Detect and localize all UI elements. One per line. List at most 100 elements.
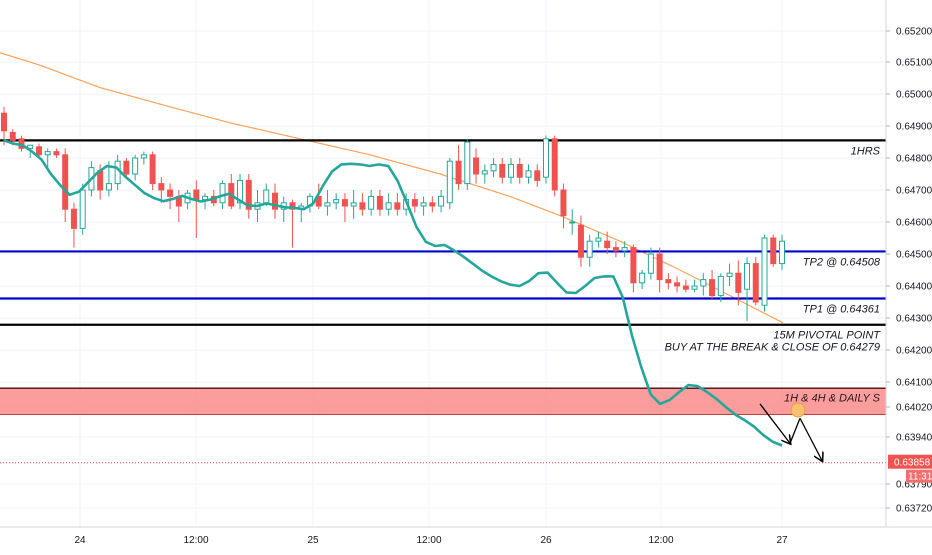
candle-body (446, 160, 453, 204)
candle-body (779, 240, 785, 265)
projection-arrow (759, 403, 790, 443)
x-tick-label: 12:00 (183, 535, 208, 546)
candle-body (315, 195, 322, 207)
candle-body (542, 138, 549, 178)
candle-body (560, 189, 567, 217)
y-tick-label: 0.64100 (896, 378, 932, 389)
countdown-tag (906, 469, 932, 483)
candle-body (674, 282, 681, 287)
slow-moving-average (0, 52, 784, 324)
y-tick-label: 0.65100 (896, 58, 932, 69)
candle-body (691, 285, 698, 290)
candle-body (569, 221, 576, 224)
y-tick-label: 0.64900 (896, 122, 932, 133)
y-tick-label: 0.64500 (896, 250, 932, 261)
candle-body (551, 138, 558, 191)
y-tick-label: 0.64400 (896, 282, 932, 293)
candle-body (770, 237, 777, 265)
x-tick-label: 26 (540, 535, 552, 546)
y-tick-label: 0.64600 (896, 218, 932, 229)
fast-ma-line (3, 139, 783, 447)
support-zone-rect (0, 388, 886, 415)
candle-body (289, 202, 296, 210)
candle-body (123, 160, 130, 175)
candle-body (499, 163, 506, 178)
y-tick-label: 0.64700 (896, 186, 932, 197)
candle-body (324, 202, 331, 207)
candle-body (97, 170, 104, 191)
candle-body (709, 279, 716, 297)
candle-body (438, 195, 445, 207)
candle-body (656, 253, 663, 281)
candle-body (27, 144, 34, 149)
candle-body (508, 163, 515, 178)
candle-body (464, 141, 471, 185)
candle-body (333, 199, 340, 204)
candle-body (385, 202, 392, 210)
candle-body (193, 189, 200, 201)
candle-body (237, 179, 244, 204)
current-price-tag-label: 0.63858 (894, 458, 931, 469)
candle-body (639, 272, 646, 284)
current-price-tag (888, 454, 932, 469)
candle-body (359, 202, 366, 210)
candle-body (53, 151, 60, 156)
candle-body (420, 202, 427, 207)
candle-body (411, 199, 418, 207)
level-label: 15M PIVOTAL POINT (773, 330, 881, 342)
y-tick-label: 0.65000 (896, 90, 932, 101)
x-tick-label: 25 (307, 535, 319, 546)
candle-body (726, 272, 733, 277)
candle-body (481, 170, 488, 175)
y-tick-label: 0.64020 (896, 403, 932, 414)
candle-body (604, 240, 611, 249)
candle-body (219, 183, 226, 204)
candle-body (263, 189, 270, 204)
candle-body (665, 279, 672, 284)
candle-body (647, 253, 654, 274)
y-tick-label: 0.63940 (896, 433, 932, 444)
candle-body (595, 237, 602, 242)
slow-ma-line (0, 52, 784, 324)
candle-body (490, 163, 497, 172)
candle-body (35, 146, 42, 156)
candle-body (1, 112, 7, 132)
candle-body (752, 263, 759, 303)
candle-body (158, 183, 165, 191)
candle-body (105, 183, 112, 191)
level-label: TP1 @ 0.64361 (803, 303, 880, 315)
y-tick-label: 0.64800 (896, 154, 932, 165)
y-tick-label: 0.63790 (896, 480, 932, 491)
candle-body (700, 279, 707, 287)
candle-body (682, 285, 689, 290)
y-tick-label: 0.64300 (896, 314, 932, 325)
candle-body (132, 157, 139, 175)
candle-body (140, 154, 147, 159)
level-label-secondary: BUY AT THE BREAK & CLOSE OF 0.64279 (665, 342, 880, 354)
candle-body (341, 199, 348, 207)
x-tick-label: 27 (776, 535, 788, 546)
projection-arrow (799, 417, 822, 460)
candle-body (70, 208, 77, 229)
candle-body (79, 189, 86, 229)
candle-body (368, 195, 375, 210)
fast-moving-average (3, 139, 783, 447)
level-label: 1HRS (851, 145, 881, 157)
candle-body (271, 192, 278, 210)
candle-body (516, 163, 523, 178)
candle-body (9, 131, 16, 141)
support-zone: 1H & 4H & DAILY S (0, 387, 886, 415)
candle-body (586, 240, 593, 258)
candle-body (350, 202, 357, 207)
candle-body (473, 157, 480, 175)
candle-body (630, 247, 637, 284)
projection-arrow (789, 418, 801, 444)
candle-body (429, 202, 436, 207)
y-tick-label: 0.64200 (896, 346, 932, 357)
candle-body (149, 154, 156, 185)
candle-body (717, 275, 724, 297)
support-zone-label: 1H & 4H & DAILY S (784, 392, 881, 404)
candle-body (744, 263, 751, 290)
